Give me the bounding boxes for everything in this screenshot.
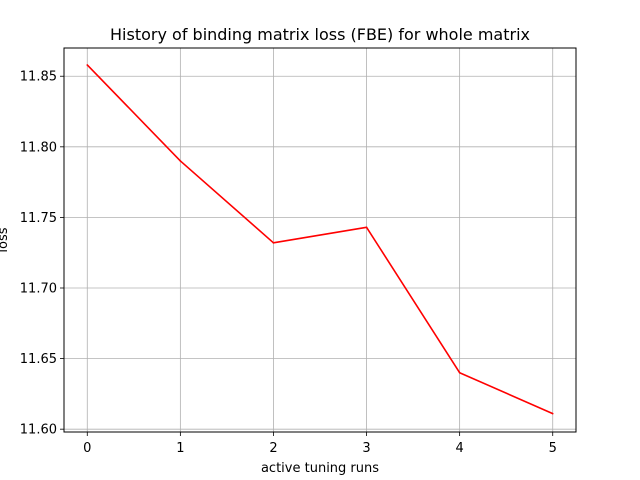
x-tick-label: 1 [176, 441, 184, 456]
data-point [365, 226, 368, 229]
y-tick-label: 11.85 [20, 70, 57, 85]
y-tick-label: 11.80 [20, 140, 57, 155]
axis-ticks: 0 1 2 3 4 5 11.60 11.65 11.70 11.75 11.80 11.85 [20, 70, 557, 456]
data-point [551, 412, 554, 415]
x-tick-label: 4 [455, 441, 463, 456]
y-tick-label: 11.60 [20, 423, 57, 438]
grid [64, 48, 576, 432]
data-point [86, 64, 89, 66]
y-tick-label: 11.70 [20, 282, 57, 297]
data-point [458, 371, 461, 374]
series-layer [86, 64, 554, 415]
series-line [86, 64, 554, 415]
x-tick-label: 5 [549, 441, 557, 456]
y-tick-label: 11.75 [20, 211, 57, 226]
y-tick-label: 11.65 [20, 352, 57, 367]
x-tick-label: 3 [362, 441, 370, 456]
y-axis-label: loss [0, 227, 11, 252]
x-tick-label: 2 [269, 441, 277, 456]
chart-title: History of binding matrix loss (FBE) for… [110, 25, 530, 44]
data-point [272, 242, 275, 244]
plot-frame [63, 47, 577, 433]
x-axis-label: active tuning runs [261, 461, 379, 476]
data-point [179, 160, 182, 162]
x-tick-label: 0 [83, 441, 91, 456]
